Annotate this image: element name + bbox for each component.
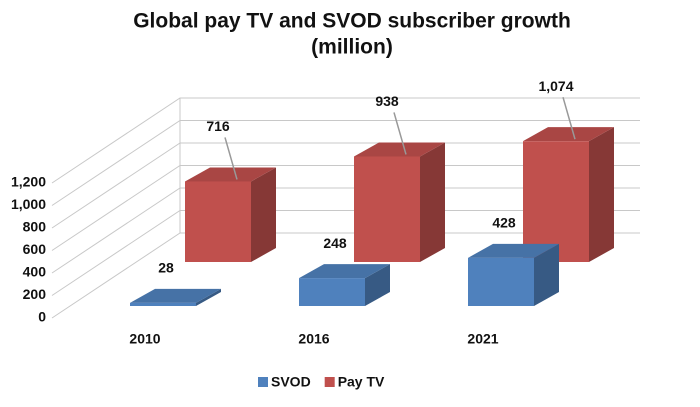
- y-tick-label: 200: [23, 286, 47, 302]
- y-tick-label: 600: [23, 241, 47, 257]
- y-tick-label: 1,000: [11, 196, 46, 212]
- bar: [354, 142, 445, 262]
- data-label: 1,074: [538, 78, 573, 94]
- data-label: 428: [492, 215, 516, 231]
- legend-swatch: [258, 377, 268, 387]
- y-tick-label: 800: [23, 219, 47, 235]
- bar-front: [354, 156, 420, 262]
- data-label: 28: [158, 260, 174, 276]
- bar-side: [420, 142, 445, 262]
- bar: [185, 167, 276, 262]
- data-label: 938: [375, 93, 399, 109]
- bar-front: [185, 181, 251, 262]
- leader-line: [224, 137, 238, 180]
- legend-label: Pay TV: [338, 374, 385, 390]
- bar-top: [523, 127, 614, 142]
- y-tick-label: 1,200: [11, 174, 46, 190]
- bar-front: [130, 302, 196, 306]
- bar-side: [534, 243, 559, 306]
- bar-top: [468, 243, 559, 258]
- y-tick-label: 0: [38, 309, 46, 325]
- bar-top: [299, 264, 390, 279]
- bar-side: [589, 127, 614, 262]
- bar-front: [299, 278, 365, 306]
- data-label: 716: [206, 118, 230, 134]
- x-tick-label: 2021: [467, 331, 498, 347]
- legend-label: SVOD: [271, 374, 311, 390]
- bar-side: [251, 167, 276, 262]
- x-tick-label: 2016: [298, 331, 329, 347]
- chart-subtitle: (million): [311, 36, 393, 59]
- leader-line: [393, 112, 407, 155]
- bar-top: [130, 288, 221, 303]
- bar-side: [196, 288, 221, 306]
- y-tick-label: 400: [23, 264, 47, 280]
- legend-swatch: [324, 377, 335, 387]
- bar: [299, 264, 390, 306]
- x-tick-label: 2010: [129, 331, 160, 347]
- bar-top: [354, 142, 445, 157]
- bar: [468, 243, 559, 306]
- bar-side: [365, 264, 390, 306]
- bar-top: [185, 167, 276, 182]
- bar-front: [468, 257, 534, 306]
- leader-line: [562, 96, 576, 140]
- bar: [523, 127, 614, 262]
- chart-title: Global pay TV and SVOD subscriber growth: [133, 10, 571, 33]
- bar-front: [523, 141, 589, 262]
- data-label: 248: [323, 235, 347, 251]
- bar: [130, 288, 221, 306]
